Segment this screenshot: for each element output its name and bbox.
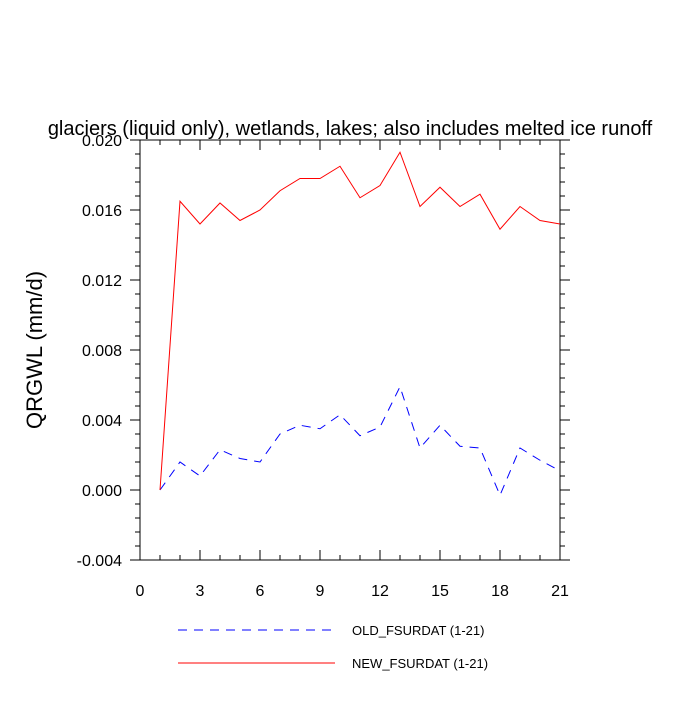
legend-label: OLD_FSURDAT (1-21)	[352, 623, 484, 638]
y-tick-label: 0.008	[82, 343, 122, 360]
y-tick-label: 0.000	[82, 483, 122, 500]
x-tick-label: 18	[491, 583, 509, 600]
series-lines	[159, 151, 561, 497]
x-tick-label: 0	[136, 583, 145, 600]
x-tick-label: 9	[316, 583, 325, 600]
axes: 0 3 6 9 12 15 18 21 -0.004 0.000 0.004 0.008 0.012 0.…	[77, 133, 570, 600]
y-tick-label: -0.004	[77, 553, 122, 570]
series-line-new-fsurdat	[159, 151, 561, 491]
x-tick-label: 21	[551, 583, 569, 600]
y-tick-label: 0.020	[82, 133, 122, 150]
y-tick-label: 0.004	[82, 413, 122, 430]
legend-label: NEW_FSURDAT (1-21)	[352, 656, 488, 671]
series-line-old-fsurdat	[159, 385, 561, 497]
legend: OLD_FSURDAT (1-21) NEW_FSURDAT (1-21)	[178, 623, 488, 671]
plot-frame	[139, 139, 561, 561]
x-tick-label: 12	[371, 583, 389, 600]
chart-title: glaciers (liquid only), wetlands, lakes;…	[48, 118, 653, 140]
y-tick-label: 0.012	[82, 273, 122, 290]
x-tick-label: 15	[431, 583, 449, 600]
y-axis-label: QRGWL (mm/d)	[22, 271, 47, 429]
y-tick-label: 0.016	[82, 203, 122, 220]
x-tick-label: 3	[196, 583, 205, 600]
x-tick-label: 6	[256, 583, 265, 600]
